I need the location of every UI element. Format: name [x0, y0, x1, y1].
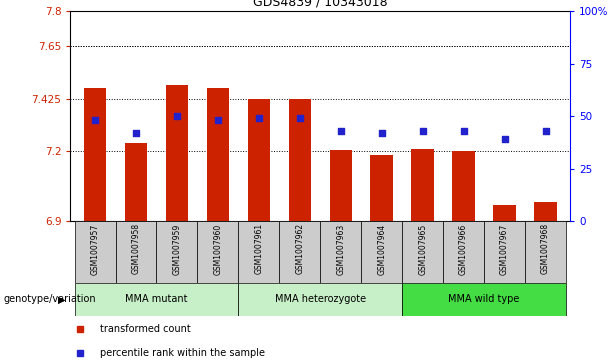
- Bar: [411, 149, 434, 221]
- Bar: [280, 221, 320, 283]
- Title: GDS4839 / 10343018: GDS4839 / 10343018: [253, 0, 387, 8]
- Bar: [525, 221, 566, 283]
- Bar: [452, 151, 475, 221]
- Point: [336, 128, 346, 134]
- Text: transformed count: transformed count: [101, 324, 191, 334]
- Text: MMA heterozygote: MMA heterozygote: [275, 294, 366, 305]
- Bar: [115, 221, 156, 283]
- Text: GSM1007960: GSM1007960: [213, 223, 223, 274]
- Point: [172, 113, 182, 119]
- Text: GSM1007959: GSM1007959: [172, 223, 181, 274]
- Bar: [207, 88, 229, 221]
- Bar: [370, 155, 393, 221]
- Bar: [75, 283, 238, 316]
- Text: GSM1007964: GSM1007964: [377, 223, 386, 274]
- Point: [90, 118, 100, 123]
- Bar: [75, 221, 115, 283]
- Bar: [402, 221, 443, 283]
- Text: GSM1007962: GSM1007962: [295, 223, 304, 274]
- Bar: [238, 283, 402, 316]
- Bar: [125, 143, 147, 221]
- Text: ▶: ▶: [58, 294, 66, 305]
- Bar: [320, 221, 361, 283]
- Bar: [197, 221, 238, 283]
- Text: GSM1007963: GSM1007963: [337, 223, 345, 274]
- Bar: [156, 221, 197, 283]
- Point: [459, 128, 468, 134]
- Point: [131, 130, 141, 136]
- Bar: [238, 221, 280, 283]
- Point: [500, 136, 509, 142]
- Text: GSM1007967: GSM1007967: [500, 223, 509, 274]
- Bar: [484, 221, 525, 283]
- Text: GSM1007968: GSM1007968: [541, 223, 550, 274]
- Text: MMA mutant: MMA mutant: [125, 294, 188, 305]
- Text: percentile rank within the sample: percentile rank within the sample: [101, 348, 265, 358]
- Text: GSM1007961: GSM1007961: [254, 223, 264, 274]
- Text: GSM1007958: GSM1007958: [132, 223, 140, 274]
- Bar: [84, 88, 106, 221]
- Point: [541, 128, 550, 134]
- Point: [377, 130, 387, 136]
- Text: GSM1007966: GSM1007966: [459, 223, 468, 274]
- Point: [213, 118, 223, 123]
- Bar: [330, 150, 352, 221]
- Bar: [166, 85, 188, 221]
- Point: [254, 115, 264, 121]
- Bar: [535, 201, 557, 221]
- Text: genotype/variation: genotype/variation: [3, 294, 96, 305]
- Text: GSM1007957: GSM1007957: [91, 223, 99, 274]
- Text: GSM1007965: GSM1007965: [418, 223, 427, 274]
- Point: [295, 115, 305, 121]
- Bar: [361, 221, 402, 283]
- Bar: [248, 99, 270, 221]
- Bar: [289, 99, 311, 221]
- Bar: [402, 283, 566, 316]
- Point: [418, 128, 428, 134]
- Bar: [443, 221, 484, 283]
- Bar: [493, 205, 516, 221]
- Text: MMA wild type: MMA wild type: [448, 294, 520, 305]
